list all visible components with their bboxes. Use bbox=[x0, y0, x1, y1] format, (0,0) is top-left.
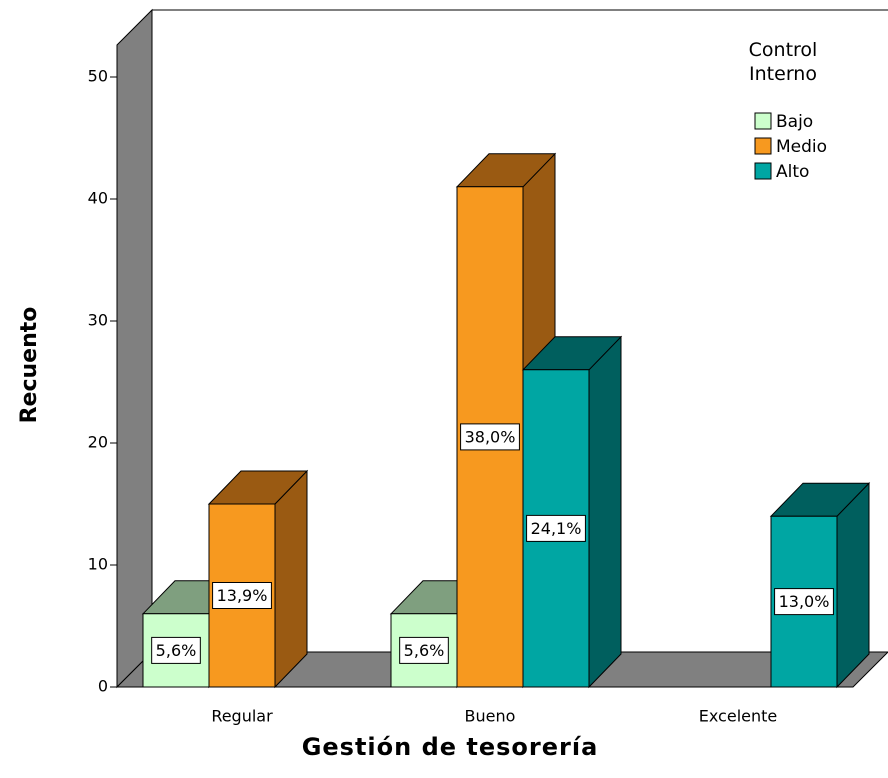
y-tick-label: 10 bbox=[88, 555, 108, 574]
legend-title: Control Interno bbox=[748, 39, 818, 85]
x-tick-label: Bueno bbox=[465, 707, 516, 726]
value-label-box bbox=[151, 636, 201, 664]
value-label: 13,9% bbox=[217, 586, 268, 605]
bar bbox=[207, 469, 309, 689]
value-label: 24,1% bbox=[531, 519, 582, 538]
value-label: 5,6% bbox=[156, 641, 197, 660]
left-wall bbox=[116, 8, 153, 689]
value-label: 13,0% bbox=[779, 592, 830, 611]
bar bbox=[521, 335, 623, 689]
y-tick-label: 0 bbox=[98, 677, 108, 696]
value-label: 38,0% bbox=[465, 427, 516, 446]
y-tick-label: 20 bbox=[88, 433, 108, 452]
bar-face bbox=[274, 469, 308, 689]
bar bbox=[769, 481, 871, 689]
y-tick-label: 30 bbox=[88, 311, 108, 330]
value-label-box bbox=[774, 588, 834, 616]
legend-swatch bbox=[754, 162, 772, 180]
value-label-box bbox=[460, 423, 520, 451]
legend-swatch bbox=[754, 137, 772, 155]
x-tick-label: Excelente bbox=[699, 707, 777, 726]
x-tick-label: Regular bbox=[211, 707, 273, 726]
value-label-box bbox=[212, 582, 272, 609]
bar-face bbox=[836, 481, 870, 689]
value-label-box bbox=[399, 636, 449, 664]
legend-label: Medio bbox=[776, 137, 827, 157]
y-tick-label: 50 bbox=[88, 67, 108, 86]
legend-swatch bbox=[754, 112, 772, 130]
x-axis-title: Gestión de tesorería bbox=[302, 733, 599, 761]
y-axis-title: Recuento bbox=[17, 307, 42, 424]
value-label: 5,6% bbox=[404, 641, 445, 660]
value-label-box bbox=[526, 514, 586, 542]
bar-face bbox=[588, 335, 622, 689]
legend-label: Alto bbox=[776, 162, 809, 182]
legend-label: Bajo bbox=[776, 112, 813, 132]
y-tick-label: 40 bbox=[88, 189, 108, 208]
